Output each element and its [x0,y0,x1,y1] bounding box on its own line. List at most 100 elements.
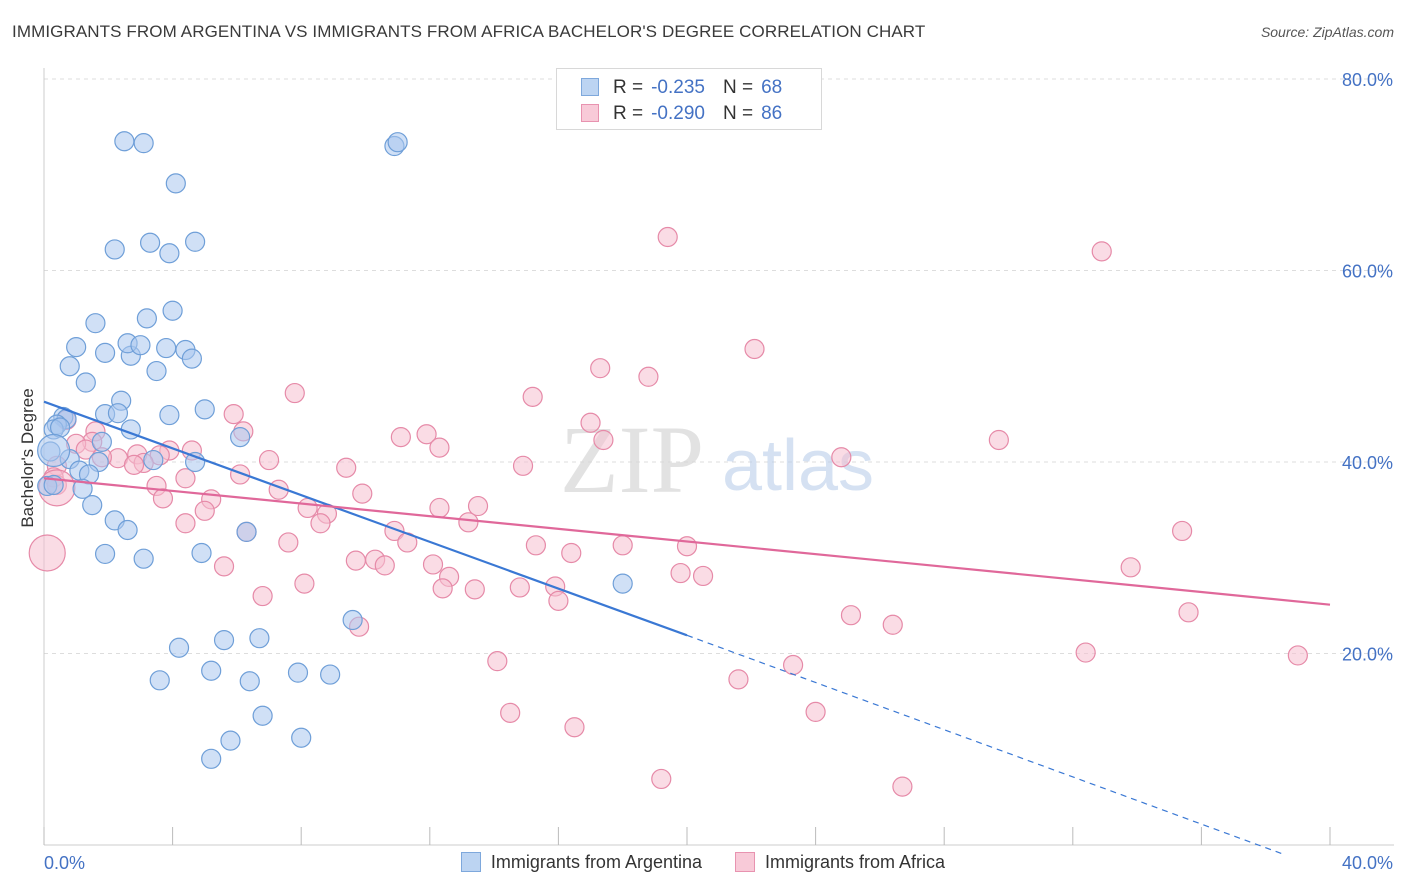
legend-item-africa[interactable]: Immigrants from Africa [735,852,945,873]
legend-row-africa: R = -0.290 N = 86 [581,103,782,125]
source-label: Source: ZipAtlas.com [1260,24,1394,40]
point-africa [422,554,444,575]
point-africa [522,386,543,407]
point-argentina [162,300,183,321]
point-argentina [139,232,161,253]
point-africa [728,669,749,690]
point-africa [487,651,508,672]
point-africa [345,550,366,571]
point-africa [580,412,601,433]
y-tick-label: 80.0% [1342,70,1393,90]
point-argentina [213,629,235,651]
point-africa [692,565,714,587]
point-africa [657,226,678,248]
series-argentina-points [37,131,633,769]
point-africa [429,497,450,519]
point-africa [213,556,235,577]
point-africa [310,513,331,534]
point-argentina [114,131,135,152]
point-argentina [201,660,222,681]
legend-n-label: N = [722,77,754,98]
axes [43,68,1394,846]
point-argentina [201,748,222,769]
point-argentina [168,637,190,658]
point-argentina [220,730,241,751]
point-argentina [185,231,206,252]
point-africa [374,555,395,576]
point-africa [612,535,633,556]
legend-r-label: R = [613,103,644,124]
point-africa [429,437,450,458]
point-argentina [342,609,363,631]
point-argentina [230,427,251,448]
legend-label-argentina: Immigrants from Argentina [490,852,702,872]
point-africa [744,338,765,360]
point-africa [590,358,611,379]
point-africa [676,536,698,557]
point-africa [294,573,315,594]
trend-line-argentina [43,400,688,637]
legend-swatch-argentina [460,852,481,872]
point-argentina [149,670,170,691]
y-tick-label: 20.0% [1342,645,1393,665]
point-africa [1075,642,1096,663]
grid-lines [44,78,1394,654]
chart-title: IMMIGRANTS FROM ARGENTINA VS IMMIGRANTS … [12,22,926,41]
point-argentina [194,399,215,420]
point-africa [467,495,489,517]
point-argentina [104,239,125,260]
watermark-atlas: atlas [722,426,874,506]
point-africa [458,512,479,533]
point-argentina [249,628,270,649]
point-africa [464,579,485,600]
legend-swatch-argentina [581,78,599,96]
point-argentina [133,548,154,569]
x-tick-label-max: 40.0% [1342,853,1393,873]
point-argentina [37,433,71,468]
point-argentina [133,133,154,154]
point-argentina [66,337,87,358]
point-africa [194,500,215,521]
correlation-legend: R = -0.235 N = 68 R = -0.290 N = 86 [556,68,822,130]
watermark: ZIP atlas [560,406,874,513]
trend-lines [43,400,1331,855]
point-africa [564,717,585,738]
point-africa [175,468,196,489]
point-argentina [146,360,167,382]
series-legend: Immigrants from Argentina Immigrants fro… [0,852,1406,873]
legend-label-africa: Immigrants from Africa [765,852,946,872]
point-africa [258,449,280,471]
point-africa [223,404,244,425]
point-argentina [387,132,408,153]
point-argentina [191,542,212,564]
trend-line-argentina-extension [686,634,1282,855]
point-argentina [156,337,177,359]
legend-n-label: N = [722,103,754,124]
legend-r-value-africa: -0.290 [651,103,705,124]
point-africa [432,578,453,599]
point-africa [512,455,534,476]
point-africa [1091,241,1112,262]
point-argentina [612,573,633,594]
point-africa [152,488,174,509]
legend-r-value-argentina: -0.235 [651,77,705,98]
point-africa [284,382,305,404]
tick-labels: 20.0% 40.0% 60.0% 80.0% 0.0% 40.0% [44,70,1393,873]
legend-r-label: R = [613,77,644,98]
x-tick-label-min: 0.0% [44,853,85,873]
point-africa [252,585,273,607]
point-africa [175,513,196,534]
point-africa [509,577,530,598]
legend-item-argentina[interactable]: Immigrants from Argentina [460,852,702,873]
point-africa [1120,557,1141,578]
legend-n-value-africa: 86 [761,103,783,124]
point-africa [831,447,852,468]
point-argentina [72,478,93,499]
point-argentina [117,519,138,541]
point-africa [28,534,66,572]
point-argentina [94,543,116,565]
point-argentina [291,727,312,748]
point-argentina [85,313,106,334]
point-africa [416,424,437,445]
